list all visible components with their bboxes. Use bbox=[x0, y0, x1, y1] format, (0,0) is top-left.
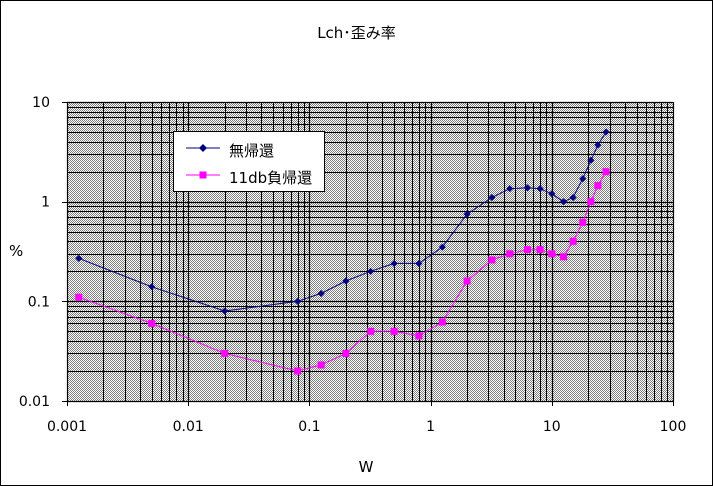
x-tick-label: 1 bbox=[426, 419, 435, 435]
data-point bbox=[221, 349, 229, 357]
plot-background bbox=[67, 102, 673, 401]
data-point bbox=[506, 185, 514, 193]
data-point bbox=[317, 361, 325, 369]
data-point bbox=[148, 319, 156, 327]
axis-ticks bbox=[62, 102, 674, 406]
series-0 bbox=[75, 128, 610, 315]
series-line-1 bbox=[78, 171, 607, 372]
data-point bbox=[488, 256, 496, 264]
data-point bbox=[579, 218, 587, 226]
data-point bbox=[75, 254, 83, 262]
x-tick-labels: 0.001 0.01 0.1 1 10 100 bbox=[47, 419, 686, 435]
data-point bbox=[579, 175, 587, 183]
data-point bbox=[463, 210, 471, 218]
data-point bbox=[342, 349, 350, 357]
data-point bbox=[75, 293, 83, 301]
data-point bbox=[463, 277, 471, 285]
data-point bbox=[587, 156, 595, 164]
data-point bbox=[438, 318, 446, 326]
data-point bbox=[548, 190, 556, 198]
legend-entry-0: 無帰還 bbox=[182, 139, 322, 160]
x-tick-label: 100 bbox=[660, 419, 687, 435]
data-point bbox=[221, 307, 229, 315]
data-point bbox=[415, 332, 423, 340]
data-point bbox=[587, 198, 595, 206]
data-point bbox=[148, 283, 156, 291]
series-line-0 bbox=[78, 131, 607, 312]
data-point bbox=[569, 237, 577, 245]
data-point bbox=[367, 267, 375, 275]
legend-sample-0 bbox=[186, 144, 220, 152]
data-point bbox=[294, 367, 302, 375]
data-point bbox=[317, 289, 325, 297]
data-point bbox=[342, 277, 350, 285]
series-1 bbox=[75, 168, 610, 375]
data-point bbox=[602, 168, 610, 176]
y-tick-label: 0.1 bbox=[28, 294, 50, 310]
data-point bbox=[390, 259, 398, 267]
data-point bbox=[294, 297, 302, 305]
y-axis-label: % bbox=[9, 242, 24, 260]
legend-entry-1: 11db負帰還 bbox=[182, 166, 322, 187]
legend-sample-1 bbox=[186, 171, 220, 179]
x-tick-label: 10 bbox=[543, 419, 561, 435]
chart-title: Lch･歪み率 bbox=[317, 24, 396, 42]
legend-label-1: 11db負帰還 bbox=[229, 169, 313, 187]
data-point bbox=[602, 128, 610, 136]
y-tick-label: 0.01 bbox=[19, 394, 50, 410]
data-point bbox=[488, 194, 496, 202]
data-point bbox=[536, 185, 544, 193]
data-point bbox=[367, 327, 375, 335]
y-tick-labels: 0.01 0.1 1 10 bbox=[19, 95, 50, 410]
data-point bbox=[390, 327, 398, 335]
y-tick-label: 10 bbox=[32, 95, 50, 111]
x-tick-label: 0.001 bbox=[47, 419, 87, 435]
legend-label-0: 無帰還 bbox=[229, 142, 275, 160]
x-tick-label: 0.01 bbox=[173, 419, 204, 435]
data-point bbox=[523, 184, 531, 192]
data-point bbox=[438, 243, 446, 251]
data-point bbox=[569, 194, 577, 202]
x-axis-label: W bbox=[358, 458, 374, 476]
data-point bbox=[523, 246, 531, 254]
y-tick-label: 1 bbox=[41, 195, 50, 211]
data-point bbox=[560, 198, 568, 206]
x-tick-label: 0.1 bbox=[298, 419, 320, 435]
data-point bbox=[415, 259, 423, 267]
plot-border bbox=[67, 102, 674, 402]
series-layer bbox=[75, 128, 610, 375]
data-point bbox=[560, 253, 568, 261]
data-point bbox=[536, 246, 544, 254]
data-point bbox=[594, 141, 602, 149]
data-point bbox=[506, 250, 514, 258]
data-point bbox=[594, 182, 602, 190]
data-point bbox=[548, 250, 556, 258]
legend: 無帰還 11db負帰還 bbox=[173, 131, 325, 192]
